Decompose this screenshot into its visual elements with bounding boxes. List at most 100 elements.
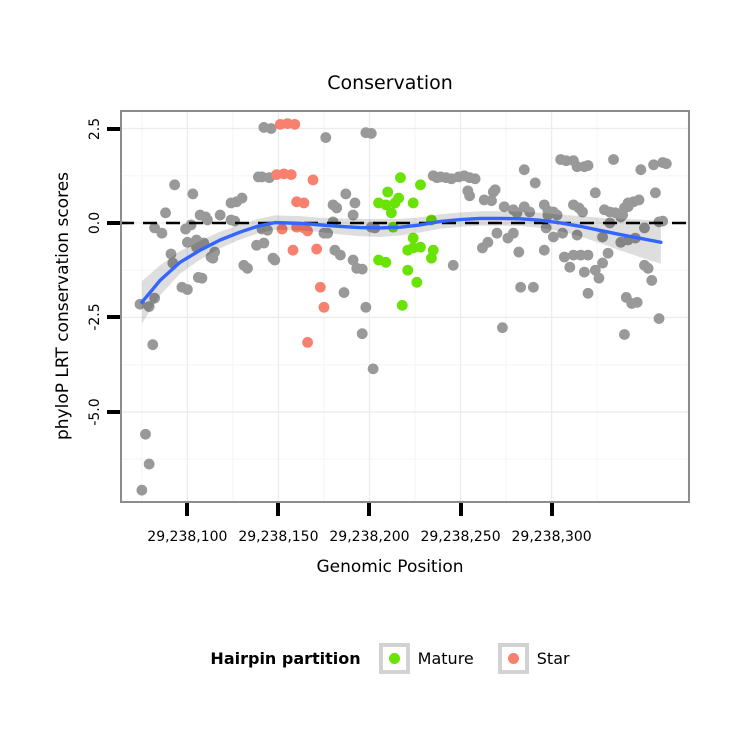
data-point-other <box>577 206 588 218</box>
data-point-other <box>564 261 576 273</box>
data-point-mature <box>382 186 394 198</box>
data-point-star <box>276 223 288 235</box>
data-point-other <box>529 177 541 189</box>
data-point-other <box>322 227 334 239</box>
data-point-star <box>302 336 313 348</box>
y-tick-label: 2.5 <box>87 117 103 140</box>
data-point-mature <box>380 199 392 211</box>
data-point-mature <box>411 276 423 288</box>
data-point-other <box>349 197 361 209</box>
data-point-other <box>202 214 213 226</box>
x-tick-label: 29,238,150 <box>238 529 319 545</box>
data-point-other <box>356 263 368 275</box>
legend-key-star <box>497 642 529 674</box>
x-tick-mark <box>367 503 372 516</box>
x-tick-label: 29,238,100 <box>147 529 228 545</box>
x-tick-label: 29,238,200 <box>329 529 410 545</box>
data-point-other <box>320 132 332 143</box>
data-point-other <box>196 272 208 284</box>
data-point-other <box>582 287 594 299</box>
x-tick-mark <box>185 503 190 516</box>
data-point-other <box>476 242 488 254</box>
data-point-other <box>489 184 501 196</box>
data-point-other <box>242 262 253 274</box>
data-point-star <box>289 118 301 130</box>
data-point-other <box>169 179 181 191</box>
data-point-other <box>143 458 155 470</box>
y-axis-title: phyloP LRT conservation scores <box>53 171 73 441</box>
data-point-other <box>149 292 161 304</box>
data-point-other <box>136 484 148 496</box>
data-point-other <box>347 254 359 266</box>
data-point-other <box>360 301 372 313</box>
data-point-other <box>447 259 459 271</box>
data-point-other <box>229 215 241 227</box>
data-point-star <box>311 243 323 255</box>
data-point-mature <box>415 179 426 191</box>
data-point-other <box>619 329 630 340</box>
data-point-other <box>608 154 619 165</box>
data-point-other <box>602 247 614 259</box>
data-point-other <box>540 222 552 234</box>
legend-title: Hairpin partition <box>210 648 361 668</box>
data-point-mature <box>380 256 392 268</box>
data-point-other <box>156 227 168 239</box>
data-point-other <box>660 158 672 170</box>
data-point-other <box>551 209 563 221</box>
data-point-other <box>140 428 151 440</box>
data-point-star <box>318 301 330 313</box>
x-tick-mark <box>276 503 281 516</box>
data-point-mature <box>415 241 426 253</box>
data-point-other <box>340 188 352 200</box>
data-point-other <box>498 201 510 213</box>
data-point-other <box>593 272 605 284</box>
star-dot-icon <box>507 652 519 664</box>
y-tick-mark <box>107 126 120 131</box>
data-point-mature <box>396 299 408 311</box>
data-point-star <box>314 281 326 293</box>
data-point-other <box>262 224 273 236</box>
data-point-star <box>307 174 319 186</box>
data-point-other <box>469 173 481 185</box>
data-point-other <box>236 192 248 204</box>
data-point-other <box>597 231 608 243</box>
data-point-other <box>214 209 226 221</box>
data-point-mature <box>393 192 405 204</box>
data-point-other <box>143 301 155 312</box>
y-tick-label: 0.0 <box>87 211 103 235</box>
data-point-other <box>497 322 508 334</box>
y-tick-label: -2.5 <box>87 303 103 332</box>
data-point-other <box>356 328 368 340</box>
data-point-other <box>365 128 377 139</box>
data-point-other <box>486 195 497 207</box>
data-point-other <box>642 262 654 274</box>
y-tick-mark <box>107 315 120 320</box>
data-point-other <box>331 202 343 214</box>
data-point-other <box>527 281 539 293</box>
data-point-star <box>302 225 313 237</box>
data-point-other <box>538 244 550 256</box>
y-tick-mark <box>107 220 120 225</box>
data-point-other <box>648 159 659 171</box>
data-point-other <box>160 207 171 219</box>
series-other <box>134 121 672 496</box>
data-point-star <box>287 244 299 256</box>
data-point-other <box>334 249 346 261</box>
data-point-mature <box>407 197 419 209</box>
x-tick-label: 29,238,250 <box>420 529 501 545</box>
data-point-other <box>265 123 277 134</box>
mature-dot-icon <box>388 652 400 664</box>
data-point-other <box>582 249 594 261</box>
data-point-other <box>622 201 634 213</box>
data-point-star <box>298 197 310 209</box>
data-point-mature <box>402 264 414 276</box>
data-point-other <box>597 257 608 269</box>
data-point-other <box>646 275 658 286</box>
data-point-other <box>633 194 645 206</box>
data-point-other <box>626 298 638 309</box>
data-point-other <box>258 237 270 249</box>
data-point-other <box>367 363 379 375</box>
data-point-other <box>180 223 191 235</box>
data-point-other <box>653 313 665 324</box>
